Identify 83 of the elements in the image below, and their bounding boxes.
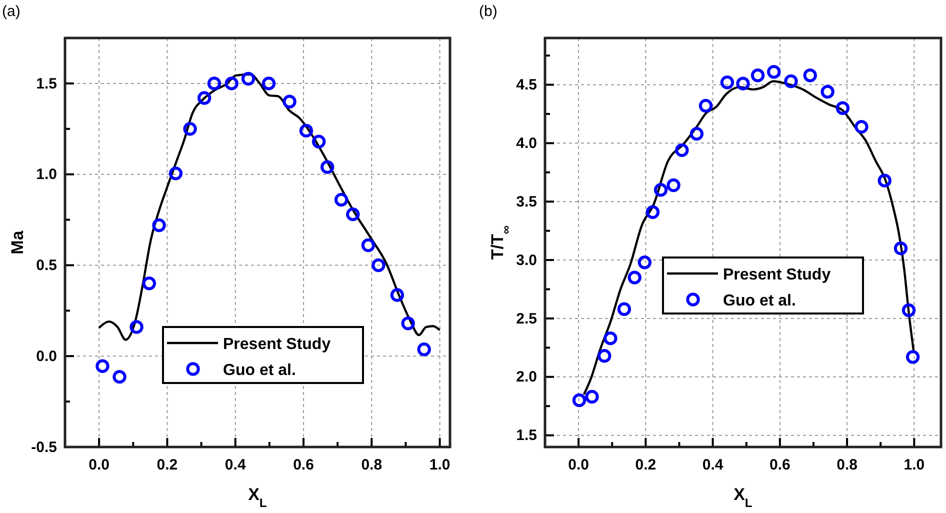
- point: [878, 174, 892, 188]
- y-tick-label: 3.0: [516, 252, 537, 269]
- point: [401, 316, 415, 330]
- point: [820, 84, 834, 99]
- point: [346, 207, 360, 222]
- point: [604, 331, 618, 346]
- point: [767, 65, 781, 79]
- y-tick-label: 0.0: [36, 348, 57, 365]
- point: [142, 276, 156, 290]
- point: [736, 76, 750, 90]
- x-tick-label: 1.0: [904, 456, 925, 474]
- point: [646, 205, 660, 219]
- point: [572, 393, 586, 408]
- x-tick-label: 0.8: [836, 456, 858, 474]
- y-tick-label: -0.5: [31, 438, 57, 456]
- point: [361, 238, 376, 252]
- x-axis-title: X$_{L}$: [248, 485, 268, 510]
- point: [654, 183, 668, 197]
- point: [690, 126, 704, 141]
- point: [666, 178, 680, 192]
- x-tick-label: 0.8: [361, 456, 382, 474]
- y-tick-label: 1.5: [516, 427, 537, 444]
- point: [262, 76, 276, 90]
- x-tick-label: 0.0: [568, 456, 589, 474]
- point: [906, 350, 920, 364]
- point: [320, 160, 334, 174]
- chart-title: (b): [479, 3, 498, 20]
- x-tick-label: 0.2: [635, 456, 656, 474]
- legend-label: Guo et al.: [723, 292, 796, 310]
- x-tick-label: 0.4: [224, 456, 246, 474]
- y-tick-label: 1.5: [36, 75, 57, 92]
- x-tick-label: 0.4: [702, 456, 724, 474]
- point: [598, 349, 612, 363]
- point: [675, 143, 689, 158]
- point: [183, 122, 197, 136]
- point: [312, 134, 326, 148]
- point: [168, 166, 183, 180]
- x-axis-title: X$_{L}$: [734, 485, 753, 510]
- point: [836, 101, 850, 115]
- point: [390, 288, 404, 302]
- y-tick-label: 1.0: [36, 166, 57, 184]
- point: [417, 342, 431, 356]
- point: [224, 76, 238, 90]
- point: [372, 258, 386, 272]
- point: [207, 76, 222, 90]
- point: [638, 256, 652, 270]
- legend-label: Present Study: [223, 336, 331, 353]
- y-tick-label: 4.5: [516, 76, 537, 94]
- point: [750, 68, 765, 82]
- x-tick-label: 0.6: [769, 456, 790, 474]
- x-tick-label: 1.0: [429, 456, 450, 474]
- point: [130, 320, 144, 334]
- y-tick-label: 4.0: [516, 134, 537, 152]
- point: [698, 98, 713, 113]
- point: [617, 302, 632, 316]
- point: [894, 242, 908, 256]
- point: [96, 359, 110, 373]
- point: [854, 120, 868, 134]
- point: [720, 76, 734, 90]
- legend-label: Present Study: [723, 266, 831, 284]
- y-tick-label: 0.5: [36, 257, 57, 274]
- x-tick-label: 0.0: [88, 456, 110, 474]
- chart-title: (a): [2, 3, 20, 20]
- point: [241, 72, 256, 86]
- y-tick-label: 2.5: [516, 310, 537, 328]
- point: [282, 94, 296, 108]
- point: [803, 68, 817, 82]
- point: [902, 303, 916, 318]
- point: [334, 192, 348, 207]
- y-tick-label: 2.0: [516, 368, 537, 386]
- point: [585, 390, 599, 404]
- point: [198, 91, 212, 105]
- point: [628, 270, 642, 284]
- legend-label: Guo et al.: [223, 362, 296, 379]
- x-tick-label: 0.6: [293, 456, 314, 474]
- y-axis-title: Ma: [8, 230, 27, 254]
- point: [152, 218, 166, 232]
- y-tick-label: 3.5: [516, 193, 537, 210]
- point: [784, 74, 798, 88]
- line-series: [582, 80, 915, 396]
- x-tick-label: 0.2: [156, 456, 178, 474]
- point: [299, 124, 314, 138]
- point: [112, 370, 126, 384]
